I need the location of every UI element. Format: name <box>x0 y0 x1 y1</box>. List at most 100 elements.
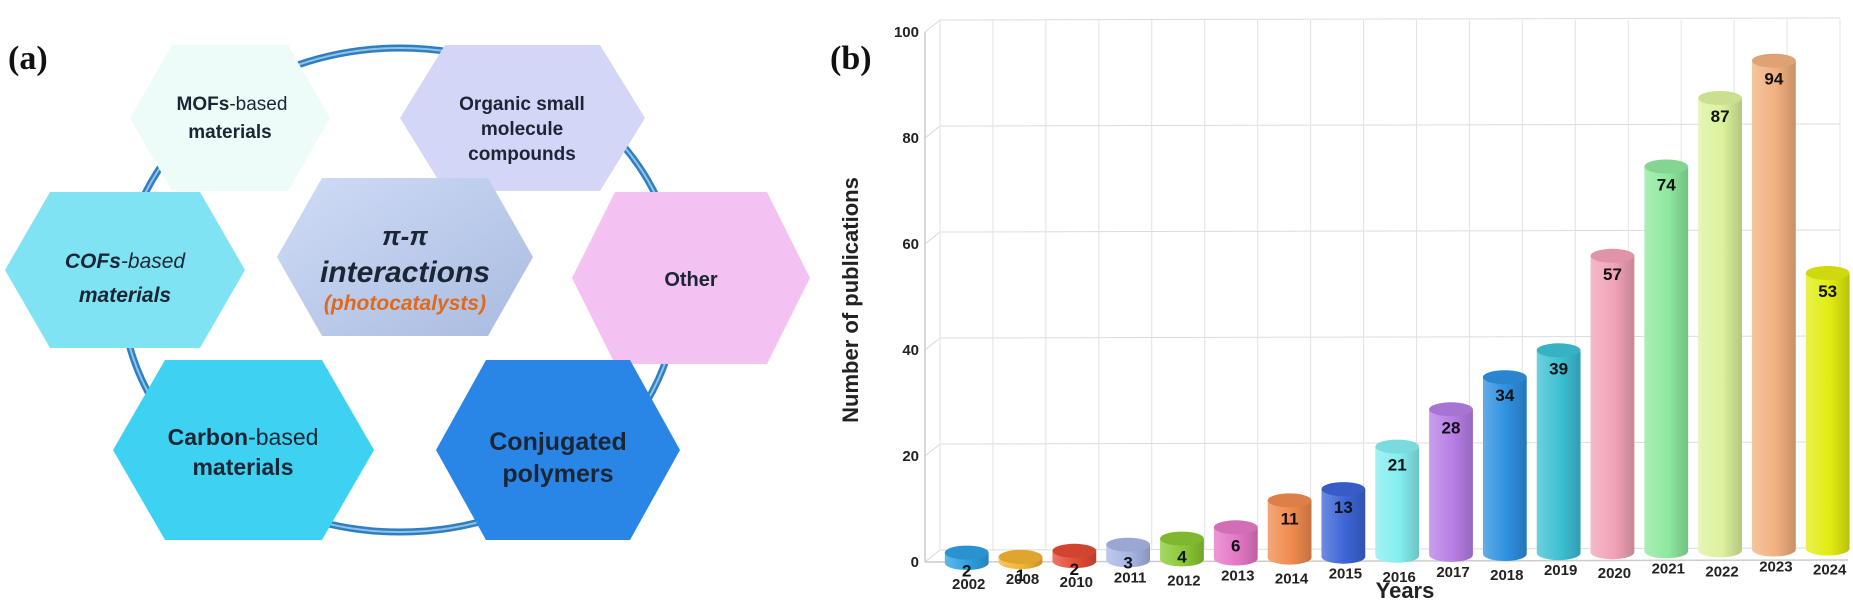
y-tick-20: 20 <box>902 448 919 465</box>
x-tick-2014: 2014 <box>1275 571 1309 588</box>
bar-body-2012 <box>1160 538 1204 567</box>
hex-conjugated-line1: Conjugated <box>489 428 627 456</box>
bar-top-2008 <box>998 549 1043 564</box>
hex-cofs-line2: materials <box>79 284 171 307</box>
hex-shape-conjugated <box>436 360 680 540</box>
hex-other-line1: Other <box>664 269 718 291</box>
center-title-line1: π-π <box>382 221 428 251</box>
bar-body-2016 <box>1375 446 1420 563</box>
bar-top-2013 <box>1213 520 1258 535</box>
hex-shape-cofs <box>5 192 245 348</box>
bar-top-2012 <box>1160 531 1204 546</box>
hex-mofs-line2: materials <box>188 122 271 143</box>
center-title-line2: interactions <box>320 256 490 289</box>
x-tick-2016: 2016 <box>1383 569 1416 586</box>
x-tick-2024: 2024 <box>1813 562 1847 579</box>
bar-2021: 74 <box>1644 159 1689 559</box>
y-axis-title: Number of publications <box>838 177 863 423</box>
bar-2022: 87 <box>1698 91 1742 558</box>
bar-value-2015: 13 <box>1334 498 1353 517</box>
bar-top-2016 <box>1375 439 1420 454</box>
bar-body-2023 <box>1751 60 1796 557</box>
y-tick-80: 80 <box>902 130 919 147</box>
hex-carbon: Carbon-based materials <box>113 360 374 540</box>
bar-2016: 21 <box>1375 439 1420 563</box>
bar-value-2023: 94 <box>1764 70 1783 89</box>
bar-top-2014 <box>1267 493 1312 508</box>
bar-value-2024: 53 <box>1818 282 1837 301</box>
hex-center: π-π interactions (photocatalysts) <box>277 178 533 336</box>
bar-body-2015 <box>1321 489 1366 564</box>
bar-value-2017: 28 <box>1442 418 1461 437</box>
x-tick-2013: 2013 <box>1221 568 1254 585</box>
bar-2014: 11 <box>1267 493 1312 565</box>
x-tick-2017: 2017 <box>1436 564 1469 581</box>
hex-cofs: COFs-based materials <box>5 192 245 348</box>
gridline-40 <box>939 335 1841 339</box>
center-subtitle: (photocatalysts) <box>324 292 486 315</box>
bar-value-2020: 57 <box>1603 265 1622 284</box>
x-tick-2020: 2020 <box>1598 565 1631 582</box>
bar-value-2018: 34 <box>1495 386 1514 405</box>
bar-value-2021: 74 <box>1657 176 1676 195</box>
bar-value-2008: 1 <box>1016 566 1025 585</box>
bar-top-2022 <box>1698 91 1742 105</box>
bar-top-2010 <box>1052 543 1097 558</box>
x-tick-2019: 2019 <box>1544 562 1577 579</box>
bar-body-2021 <box>1644 166 1689 559</box>
bar-value-2019: 39 <box>1549 359 1568 378</box>
bar-2011: 3 <box>1106 537 1151 573</box>
hex-organic-line1: Organic small <box>459 94 585 115</box>
bar-top-2002 <box>944 545 989 560</box>
gridline-60 <box>939 229 1841 233</box>
x-axis-ticks: 2002 2008 2010 2011 2012 2013 2014 2015 2016 2017… <box>952 559 1847 594</box>
hex-organic: Organic small molecule compounds <box>400 45 645 191</box>
bar-value-2016: 21 <box>1388 456 1407 475</box>
y-axis-ticks: 0 20 40 60 80 100 <box>894 24 919 571</box>
hex-shape-center <box>277 178 533 336</box>
bar-top-2018 <box>1482 370 1527 385</box>
x-tick-2015: 2015 <box>1329 566 1362 583</box>
hex-shape-organic <box>400 45 645 191</box>
bar-top-2023 <box>1751 53 1796 68</box>
bar-value-2014: 11 <box>1281 509 1299 528</box>
x-tick-2011: 2011 <box>1114 569 1147 586</box>
bar-body-2018 <box>1482 377 1527 561</box>
y-tick-40: 40 <box>902 342 919 359</box>
x-tick-2002: 2002 <box>952 576 985 593</box>
bar-value-2002: 2 <box>962 562 971 581</box>
x-tick-2021: 2021 <box>1652 560 1685 577</box>
bar-2013: 6 <box>1213 520 1258 566</box>
bar-2015: 13 <box>1321 482 1366 564</box>
hex-organic-line2: molecule <box>481 119 563 140</box>
hex-shape-other <box>572 192 810 364</box>
hex-cofs-line1: COFs-based <box>65 250 187 273</box>
hex-conjugated: Conjugated polymers <box>436 360 680 540</box>
bar-body-2013 <box>1213 527 1258 566</box>
gridline-side-20 <box>924 443 941 457</box>
bar-top-2021 <box>1644 159 1689 174</box>
gridline-side-0 <box>924 549 941 563</box>
hex-shape-carbon <box>113 360 374 540</box>
bar-value-2011: 3 <box>1123 554 1132 573</box>
y-tick-60: 60 <box>902 236 919 253</box>
bar-2019: 39 <box>1536 343 1581 561</box>
hexagon-diagram: MOFs-based materials Organic small molec… <box>5 44 810 540</box>
gridline-side-80 <box>924 125 941 139</box>
x-tick-2022: 2022 <box>1705 563 1738 580</box>
bar-value-2012: 4 <box>1177 548 1187 567</box>
hex-carbon-line2: materials <box>192 454 293 480</box>
bar-body-2019 <box>1536 350 1581 561</box>
x-tick-2012: 2012 <box>1167 572 1200 589</box>
bar-top-2017 <box>1429 402 1473 417</box>
x-tick-2023: 2023 <box>1759 559 1792 576</box>
bar-top-2015 <box>1321 482 1366 497</box>
bar-body-2017 <box>1429 409 1473 562</box>
bar-top-2011 <box>1106 537 1151 552</box>
x-axis-title: Years <box>1376 578 1435 603</box>
gridline-side-60 <box>924 231 941 245</box>
bar-value-2022: 87 <box>1711 107 1730 126</box>
y-tick-0: 0 <box>911 554 919 571</box>
bar-2020: 57 <box>1590 248 1635 560</box>
